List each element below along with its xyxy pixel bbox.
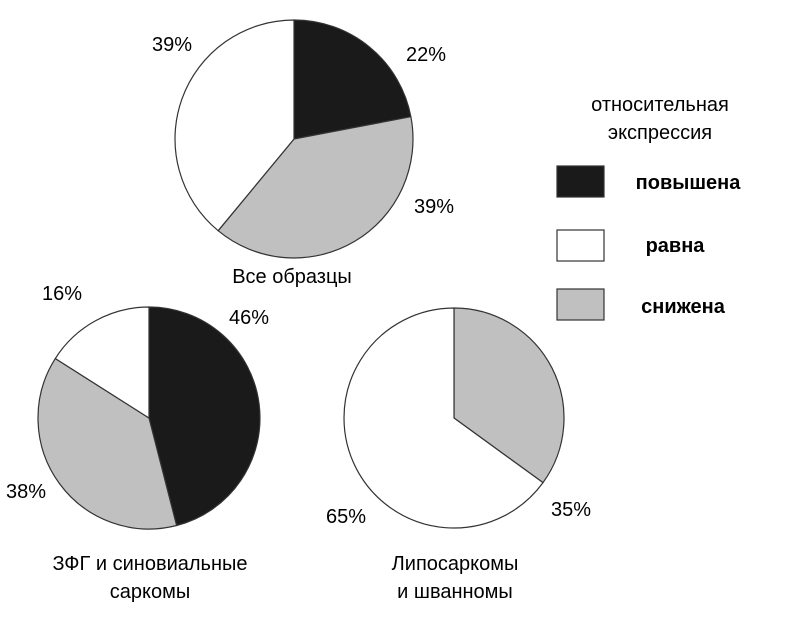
pie-1-label-0: 46% (229, 307, 269, 329)
pie-0-slice-2 (174, 19, 295, 232)
caption-pie-1-line-2: саркомы (110, 581, 190, 603)
pie-2-label-0: 35% (551, 499, 591, 521)
pie-all-samples: 22% 39% 39% (152, 19, 454, 259)
caption-pie-0: Все образцы (232, 266, 352, 288)
legend-title-line-1: относительная (591, 94, 729, 116)
pie-0-label-2: 39% (152, 34, 192, 56)
pie-0-slice-1 (217, 116, 414, 259)
pie-0-label-0: 22% (406, 44, 446, 66)
pie-2-slice-0 (453, 307, 565, 484)
pie-zfg-synovial-sarcomas: 46% 38% 16% (6, 283, 269, 530)
legend-swatch-ravna (556, 229, 605, 262)
pie-1-slice-0 (148, 306, 261, 527)
pie-0-label-1: 39% (414, 196, 454, 218)
caption-pie-2-line-2: и шванномы (397, 581, 513, 603)
pie-2-slice-1 (343, 307, 544, 529)
legend-title-line-2: экспрессия (608, 122, 712, 144)
caption-pie-1-line-1: ЗФГ и синовиальные (52, 553, 247, 575)
legend-label-ravna: равна (646, 235, 706, 257)
legend-label-povyshena: повышена (636, 172, 742, 194)
legend-swatch-snizhena (556, 288, 605, 321)
pie-1-slice-2 (54, 306, 150, 419)
pie-2-label-1: 65% (326, 506, 366, 528)
legend: относительная экспрессия повышена равна … (556, 94, 742, 321)
pie-1-label-2: 16% (42, 283, 82, 305)
pie-liposarcomas-schwannomas: 35% 65% (326, 307, 591, 529)
legend-label-snizhena: снижена (641, 296, 726, 318)
legend-swatch-povyshena (556, 165, 605, 198)
pie-1-slice-1 (37, 357, 178, 530)
caption-pie-2-line-1: Липосаркомы (392, 553, 519, 575)
pie-1-label-1: 38% (6, 481, 46, 503)
pie-0-slice-0 (293, 19, 412, 140)
